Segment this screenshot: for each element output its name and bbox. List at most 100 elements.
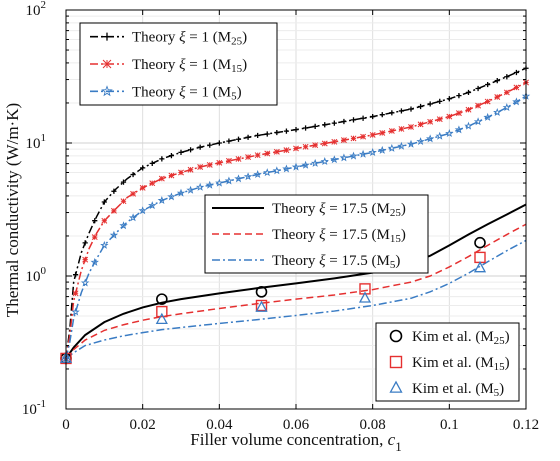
legend-center: Theory ξ = 17.5 (M25) Theory ξ = 17.5 (M1… [204,194,429,274]
data-point [398,126,405,132]
data-point [425,134,435,143]
data-point [320,157,329,166]
data-point [272,166,282,175]
data-point [503,89,510,96]
legend-entry: Theory ξ = 1 (M15) [90,57,247,75]
data-point [388,127,395,134]
legend-marker [389,329,403,343]
data-point [455,110,462,117]
data-point [82,256,89,263]
data-point [339,153,349,162]
data-point [100,240,109,249]
data-point [502,103,512,112]
data-point [206,161,213,168]
data-point [235,156,242,162]
data-point [368,147,377,156]
data-point [312,123,318,130]
data-point [187,166,194,173]
data-series [59,65,531,365]
series-0 [63,65,529,362]
data-point [283,147,290,154]
data-point [130,190,137,197]
data-point [178,149,184,155]
data-point [80,278,90,287]
data-point [226,138,232,144]
data-point [225,157,232,164]
x-axis-label: Filler volume concentration, c1 [190,430,401,454]
data-point [330,155,339,164]
data-point [110,207,117,214]
data-point [331,120,337,126]
y-tick-label: 10-1 [22,398,46,418]
legend-label: Theory ξ = 17.5 (M25) [272,201,406,219]
data-point [350,117,357,123]
data-point [456,93,462,99]
data-point [485,81,491,88]
data-point [92,218,98,224]
x-tick-label: 0.06 [283,417,310,433]
legend-entry: Theory ξ = 17.5 (M25) [212,201,406,219]
data-point [273,148,280,155]
data-point [389,110,395,116]
data-point [369,131,376,138]
data-point [263,168,272,177]
data-point [293,145,299,152]
data-point [148,201,157,210]
legend-bottom-right: Kim et al. (M25) Kim et al. (M15) Kim et a… [375,322,520,402]
legend-entry: Kim et al. (M25) [389,329,510,347]
y-tick-label: 100 [26,265,47,285]
data-point [72,290,79,297]
data-point [216,140,222,146]
legend-marker [103,32,111,41]
data-point [350,135,357,142]
data-point [90,257,99,266]
series-line [65,223,527,359]
legends: Theory ξ = 1 (M25) Theory ξ = 1 (M15) Theo… [79,22,520,402]
data-point [494,78,500,84]
data-point [207,142,213,148]
x-tick-label: 0.1 [440,417,459,433]
series-line [65,67,527,359]
data-point [71,307,80,316]
data-point [245,134,251,140]
legend-label: Kim et al. (M5) [412,381,504,399]
data-point [340,137,347,144]
data-point [255,132,261,139]
data-point [255,300,268,312]
data-point [513,84,520,91]
data-point [301,160,310,169]
data-point [120,198,127,205]
legend-label: Theory ξ = 1 (M25) [132,30,247,48]
data-point [159,156,165,162]
data-point [82,240,88,246]
data-point [111,188,117,194]
data-point [358,291,372,303]
y-axis-label: Thermal conductivity (W/m·K) [3,103,22,317]
data-point [379,112,385,118]
data-point [128,213,138,222]
data-point [446,113,453,120]
legend-label: Theory ξ = 1 (M15) [132,57,247,75]
data-point [312,142,319,149]
data-point [406,139,416,148]
data-point [245,154,252,161]
data-point [360,115,366,121]
data-point [387,143,397,152]
data-point [370,113,376,120]
data-point [224,176,234,185]
data-point [168,153,175,159]
series-1 [63,79,529,362]
data-point [109,230,119,239]
data-point [176,188,186,197]
data-point [494,94,501,100]
legend-top-left: Theory ξ = 1 (M25) Theory ξ = 1 (M15) Theo… [79,22,278,106]
legend-label: Theory ξ = 17.5 (M5) [272,253,400,271]
data-point [427,118,434,125]
data-point [465,106,472,113]
y-tick-label: 102 [26,0,47,19]
data-point [149,160,155,166]
legend-label: Theory ξ = 17.5 (M15) [272,227,406,245]
data-point [155,312,168,325]
data-point [378,145,387,154]
data-point [437,98,443,104]
